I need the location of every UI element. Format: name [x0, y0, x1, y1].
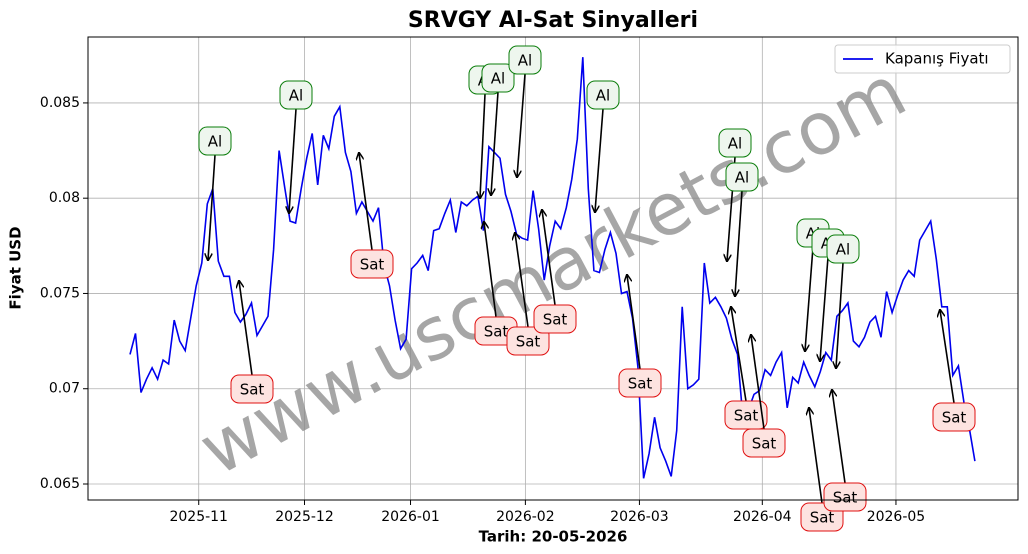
annotation-box — [350, 249, 394, 279]
price-line — [129, 57, 976, 479]
annotation-arrow — [836, 262, 844, 368]
y-axis-label: Fiyat USD — [7, 226, 25, 309]
annotation-box — [508, 45, 542, 75]
annotation-label: Al — [491, 70, 505, 88]
annotation-label: Sat — [484, 323, 509, 341]
y-tick-label: 0.08 — [49, 190, 80, 206]
annotation-arrow — [484, 222, 497, 318]
annotation-label: Al — [518, 52, 532, 70]
annotation-arrow — [542, 210, 556, 306]
y-tick-label: 0.085 — [40, 95, 80, 111]
annotation-arrow — [940, 310, 955, 404]
annotation-arrow — [805, 246, 814, 351]
annotation-arrow — [832, 390, 846, 484]
annotation-label: Sat — [240, 381, 265, 399]
annotation-label: Al — [836, 241, 850, 259]
annotation-label: Al — [289, 87, 303, 105]
annotation-box — [618, 368, 662, 398]
annotation-label: Sat — [833, 489, 858, 507]
annotation-label: Sat — [516, 333, 541, 351]
annotation-box — [279, 80, 313, 110]
annotation-arrow — [820, 256, 829, 361]
annotation-arrow — [595, 108, 604, 212]
x-tick-label: 2025-12 — [275, 509, 334, 525]
annotation-arrow — [289, 108, 297, 213]
annotation-label: Al — [208, 133, 222, 151]
x-tick-label: 2026-03 — [610, 509, 669, 525]
annotation-label: Sat — [734, 407, 759, 425]
annotation-box — [932, 402, 976, 432]
legend-box — [834, 44, 1011, 74]
annotation-arrow — [359, 153, 373, 251]
annotation-arrow — [809, 408, 823, 504]
annotation-arrow — [735, 190, 743, 296]
annotation-box — [742, 428, 786, 458]
y-tick-label: 0.075 — [40, 285, 80, 301]
annotation-label: Sat — [810, 509, 835, 527]
annotation-arrow — [480, 93, 486, 198]
annotation-box — [586, 80, 620, 110]
annotation-arrow — [731, 307, 747, 402]
x-tick-label: 2026-01 — [381, 509, 440, 525]
annotation-label: Sat — [628, 375, 653, 393]
annotation-box — [823, 482, 867, 512]
annotation-box — [718, 128, 752, 158]
annotation-arrow — [491, 91, 499, 195]
annotation-box — [481, 63, 515, 93]
annotation-arrow — [517, 73, 526, 177]
annotation-box — [230, 374, 274, 404]
x-tick-label: 2026-04 — [733, 509, 792, 525]
annotation-label: Sat — [752, 435, 777, 453]
annotation-box — [724, 400, 768, 430]
annotation-label: Sat — [543, 311, 568, 329]
annotation-label: Al — [728, 135, 742, 153]
annotation-box — [533, 304, 577, 334]
annotation-box — [506, 326, 550, 356]
x-tick-label: 2026-05 — [867, 509, 926, 525]
annotation-arrow — [239, 281, 253, 376]
legend-label: Kapanış Fiyatı — [885, 50, 989, 68]
annotation-box — [826, 234, 860, 264]
x-axis-label: Tarih: 20-05-2026 — [479, 528, 628, 546]
annotation-box — [725, 162, 759, 192]
chart-title: SRVGY Al-Sat Sinyalleri — [408, 8, 698, 33]
annotation-arrow — [751, 335, 765, 430]
annotation-arrow — [515, 233, 529, 328]
y-tick-label: 0.065 — [40, 476, 80, 492]
y-tick-label: 0.07 — [49, 381, 80, 397]
annotation-label: Al — [596, 87, 610, 105]
annotation-arrow — [208, 154, 216, 260]
annotation-box — [198, 126, 232, 156]
x-tick-label: 2026-02 — [496, 509, 555, 525]
plot-frame — [87, 36, 1019, 501]
annotation-label: Sat — [942, 409, 967, 427]
annotation-label: Al — [735, 169, 749, 187]
x-tick-label: 2025-11 — [169, 509, 228, 525]
annotation-arrow — [627, 275, 641, 370]
annotation-label: Sat — [360, 256, 385, 274]
